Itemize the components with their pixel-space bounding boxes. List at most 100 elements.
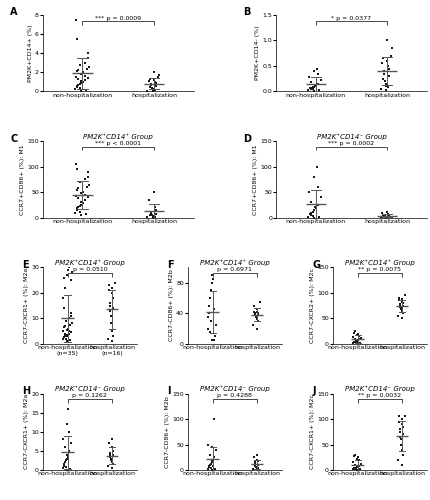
Point [252, 309, 258, 317]
Point [61, 334, 68, 342]
Point [65, 428, 72, 436]
Point [205, 462, 212, 470]
Point [80, 68, 86, 76]
Text: p = 0.1262: p = 0.1262 [72, 394, 107, 398]
Point [66, 336, 73, 344]
Point [82, 196, 89, 204]
Point [107, 454, 114, 462]
Point [379, 212, 386, 220]
Point [357, 460, 364, 468]
Point [353, 462, 359, 470]
Point [72, 208, 79, 216]
Point [251, 311, 258, 319]
Point [355, 456, 362, 464]
Point [64, 452, 71, 460]
Point [152, 82, 159, 90]
Point [399, 422, 406, 430]
Point [61, 332, 68, 340]
Point [76, 84, 83, 92]
Point [382, 82, 389, 90]
Point [84, 74, 91, 82]
Text: D: D [243, 134, 251, 143]
Point [353, 466, 359, 473]
Point [385, 72, 392, 80]
Point [206, 328, 213, 336]
Point [393, 456, 400, 464]
Point [104, 334, 111, 342]
Point [144, 86, 150, 94]
Point [249, 320, 256, 328]
Point [107, 312, 114, 320]
Point [209, 457, 216, 465]
Point [399, 299, 406, 307]
Point [355, 462, 362, 470]
Point [256, 298, 263, 306]
Point [204, 324, 211, 332]
Point [75, 75, 82, 83]
Point [206, 464, 212, 471]
Point [396, 300, 402, 308]
Point [108, 320, 115, 328]
Point [208, 456, 215, 464]
Point [309, 86, 316, 94]
Point [106, 299, 113, 307]
Point [72, 73, 79, 81]
Point [64, 331, 71, 339]
Point [350, 452, 357, 460]
Point [77, 80, 83, 88]
Text: * p = 0.0377: * p = 0.0377 [331, 16, 371, 20]
Point [74, 186, 80, 194]
Point [208, 278, 215, 286]
Point [64, 324, 71, 332]
Point [111, 278, 118, 286]
Point [78, 211, 85, 219]
Point [353, 340, 359, 347]
Point [378, 209, 384, 217]
Point [396, 428, 403, 436]
Text: *** p < 0.0001: *** p < 0.0001 [95, 141, 141, 146]
Point [147, 81, 154, 89]
Point [395, 412, 402, 420]
Point [395, 433, 402, 441]
Point [147, 208, 154, 216]
Point [77, 202, 83, 210]
Point [68, 309, 74, 317]
Point [304, 86, 311, 94]
Point [210, 415, 217, 423]
Point [310, 204, 317, 212]
Point [251, 309, 258, 317]
Point [107, 302, 114, 310]
Point [249, 465, 256, 473]
Point [310, 83, 317, 91]
Text: p = 0.4288: p = 0.4288 [217, 394, 252, 398]
Point [206, 461, 213, 469]
Point [68, 320, 75, 328]
Point [315, 86, 322, 94]
Point [310, 67, 317, 75]
Point [398, 298, 405, 306]
Point [354, 454, 361, 462]
Point [149, 212, 156, 220]
Point [349, 458, 356, 466]
Point [105, 286, 112, 294]
Text: ** p = 0.0075: ** p = 0.0075 [358, 268, 400, 272]
Point [382, 214, 389, 222]
Point [77, 79, 84, 87]
Point [395, 418, 402, 426]
Point [68, 328, 74, 336]
Y-axis label: CCR7-CXCR1+ (%): M2a: CCR7-CXCR1+ (%): M2a [24, 394, 29, 469]
Point [314, 70, 321, 78]
Point [380, 70, 387, 78]
Point [61, 443, 68, 451]
Point [108, 464, 115, 472]
Point [109, 443, 116, 451]
Point [253, 450, 260, 458]
Point [396, 304, 403, 312]
Point [350, 338, 357, 346]
Point [307, 84, 314, 92]
Point [110, 447, 117, 455]
Point [152, 210, 159, 218]
Point [108, 458, 115, 466]
Point [353, 464, 359, 471]
Point [83, 64, 90, 72]
